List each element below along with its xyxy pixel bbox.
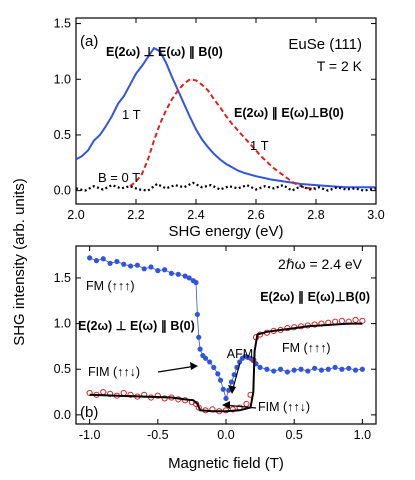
panel-b-afm-label: AFM [227,347,253,361]
panel-b-series-1-point-2 [100,388,107,396]
panel-a: 2.0 2.2 2.4 2.6 2.8 3.0 0.0 0.5 1.0 1.5 (a) EuSe … [54,17,385,240]
panel-b-x-axis-label: Magnetic field (T) [168,455,284,472]
panel-a-perp-label: E(2ω) ⊥ E(ω) ∥ B(0) [106,45,223,60]
panel-a-series [75,46,377,192]
panel-a-par-label: E(2ω) ∥ E(ω)⊥B(0) [234,106,344,121]
panel-b-ytick-label-2: 1.0 [54,317,71,331]
panel-a-red-field: 1 T [250,138,269,153]
panel-b-xtick-label-0: -1.0 [79,428,101,442]
panel-b-xtick-label-4: 1.0 [354,428,371,442]
panel-a-title-temperature: T = 2 K [317,58,363,74]
panel-a-ytick-label-0: 0.0 [54,184,71,198]
panel-a-blue-field: 1 T [122,107,141,122]
panel-b-series-1-point-42 [352,316,359,324]
panel-b-perp-label: E(2ω) ⊥ E(ω) ∥ B(0) [78,319,195,334]
panel-a-xtick-label-0: 2.0 [67,208,84,222]
panel-a-ytick-label-1: 0.5 [54,128,71,142]
arrow-afm-head [228,385,236,394]
panel-a-ticks: 2.0 2.2 2.4 2.6 2.8 3.0 0.0 0.5 1.0 1.5 [54,17,385,222]
panel-b-xtick-label-1: -0.5 [147,428,169,442]
panel-b-series-1-point-10 [154,392,161,399]
panel-b-fim-right: FIM (↑↑↓) [258,400,310,414]
panel-a-series-0-line [75,46,376,189]
arrow-fim-left [157,365,197,373]
panel-b-ticks: -1.0 -0.5 0.0 0.5 1.0 0.0 0.5 1.0 1.5 [54,246,376,442]
panel-b-series-1-point-6 [127,391,134,398]
arrow-fim-left-head [190,362,198,370]
panel-b-ytick-label-0: 0.0 [54,408,71,422]
y-axis-label: SHG intensity (arb. units) [11,178,28,346]
panel-a-series-2-line [75,181,377,192]
panel-b-xtick-label-2: 0.0 [217,428,234,442]
arrow-fim-right-head [222,401,230,409]
panel-b-arrows [157,362,257,409]
panel-a-xtick-label-4: 2.8 [307,208,324,222]
panel-b-series-1-point-24 [243,400,250,408]
panel-b-ytick-label-3: 1.5 [54,271,71,285]
panel-b-series-1-point-40 [338,317,346,324]
panel-b-fm-right: FM (↑↑↑) [282,341,331,355]
panel-b-panel-label: (b) [80,404,98,421]
panel-a-zero-field: B = 0 T [98,170,140,185]
panel-b-xtick-label-3: 0.5 [285,428,302,442]
panel-b-series-1-point-11 [161,395,168,402]
panel-a-xtick-label-2: 2.4 [187,208,204,222]
panel-b-series-1-point-5 [120,389,127,397]
panel-a-series-1-line [129,78,317,191]
panel-b: -1.0 -0.5 0.0 0.5 1.0 0.0 0.5 1.0 1.5 2ℏω = 2.4 … [54,245,377,472]
panel-b-energy-label: 2ℏω = 2.4 eV [278,256,363,272]
panel-a-x-axis-label: SHG energy (eV) [168,223,283,240]
panel-b-series-1-point-22 [229,406,236,413]
panel-a-ytick-label-2: 1.0 [54,72,71,86]
panel-a-frame [75,17,377,205]
panel-b-ytick-label-1: 0.5 [54,362,71,376]
panel-a-ytick-label-3: 1.5 [54,17,71,31]
panel-a-xtick-label-1: 2.2 [127,208,144,222]
panel-a-xtick-label-3: 2.6 [247,208,264,222]
panel-a-label: (a) [80,33,98,50]
panel-b-series-0-line [89,257,363,400]
panel-b-series-1-point-36 [311,321,318,328]
panel-b-fim-left: FIM (↑↑↓) [88,365,140,379]
panel-a-title-material: EuSe (111) [288,36,362,53]
panel-b-fm-left: FM (↑↑↑) [86,279,135,293]
panel-b-series-1-point-3 [106,390,114,397]
panel-a-xtick-label-5: 3.0 [367,208,384,222]
panel-b-par-label: E(2ω) ∥ E(ω)⊥B(0) [260,290,370,305]
